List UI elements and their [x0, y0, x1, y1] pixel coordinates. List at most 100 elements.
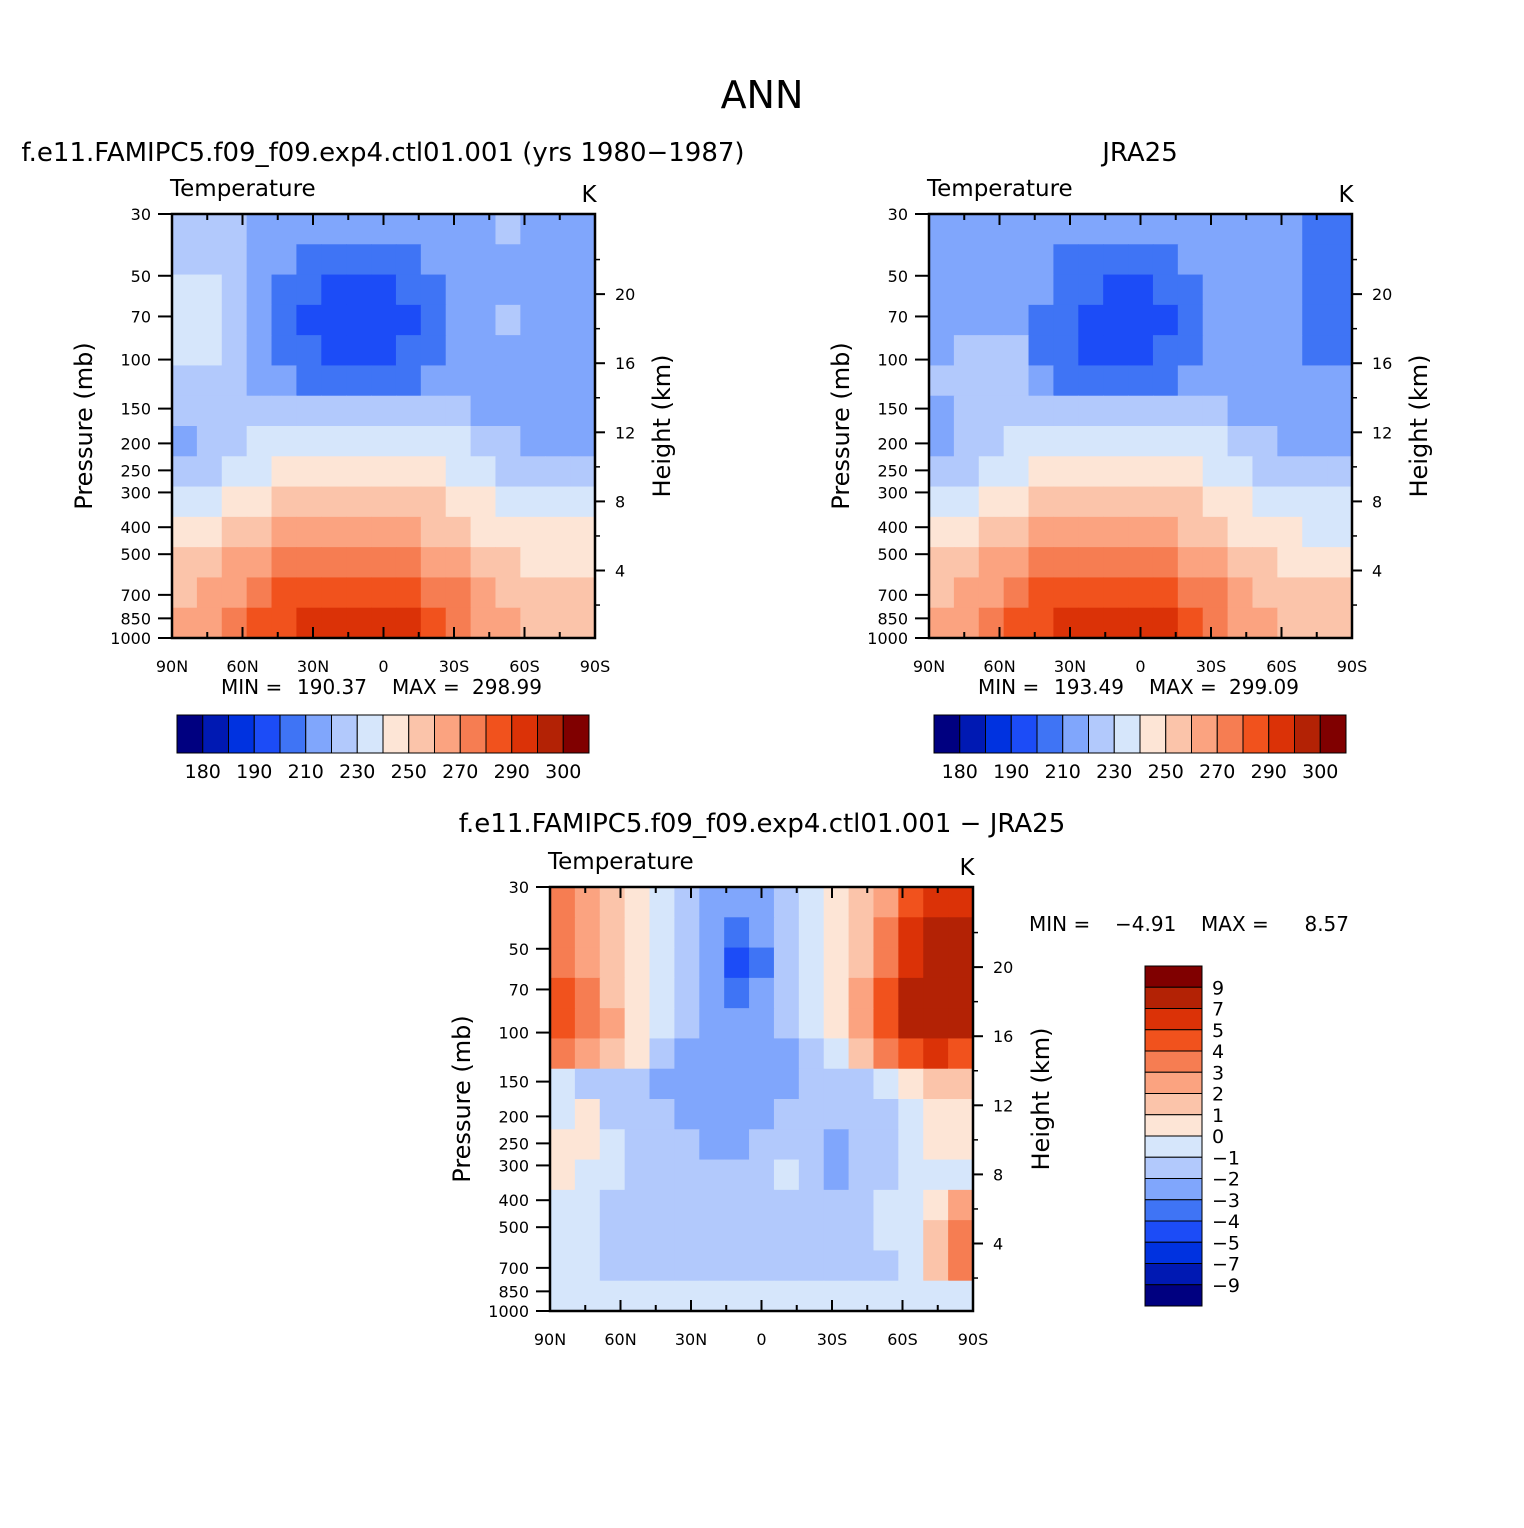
y-tick-label: 70: [131, 307, 151, 326]
contour-cell: [196, 486, 223, 518]
colorbar: 180 190 210 230 250 270 290 300: [933, 714, 1347, 783]
contour-cell: [470, 244, 497, 276]
colorbar-swatch: [1144, 965, 1203, 988]
contour-cell: [898, 1068, 924, 1100]
contour-cell: [1128, 395, 1154, 427]
contour-cell: [978, 274, 1005, 306]
contour-cell: [550, 1280, 576, 1312]
contour-cell: [1302, 365, 1328, 397]
contour-cell: [1003, 547, 1030, 579]
contour-cell: [1053, 365, 1079, 397]
contour-cell: [445, 486, 472, 518]
contour-cell: [1003, 274, 1030, 306]
contour-cell: [296, 335, 322, 367]
contour-cell: [221, 304, 248, 336]
contour-cell: [321, 426, 347, 457]
contour-cell: [1103, 365, 1129, 397]
contour-cell: [953, 304, 980, 336]
y-tick-label: 70: [509, 980, 529, 999]
y-tick-label: 400: [498, 1191, 529, 1210]
contour-cell: [1327, 244, 1353, 276]
contour-cell: [798, 1099, 825, 1130]
contour-cell: [296, 304, 322, 336]
contour-cell: [649, 1159, 676, 1191]
contour-cell: [246, 426, 273, 457]
contour-cell: [624, 1068, 651, 1100]
contour-cell: [1202, 426, 1229, 457]
contour-cell: [545, 516, 571, 548]
contour-cell: [724, 887, 750, 918]
y-tick-label: 150: [120, 400, 151, 419]
y-tick-label: 1000: [488, 1302, 529, 1321]
units-label: K: [959, 855, 975, 881]
contour-cell: [1028, 607, 1055, 639]
contour-cell: [1277, 335, 1303, 367]
contour-cell: [321, 577, 347, 609]
contour-cell: [172, 516, 198, 548]
contour-cell: [948, 1189, 974, 1221]
contour-cell: [1103, 244, 1129, 276]
contour-cell: [798, 887, 825, 918]
contour-cell: [923, 1189, 949, 1221]
contour-cell: [1053, 456, 1079, 488]
contour-cell: [674, 1189, 700, 1221]
y-tick-label: 200: [877, 434, 908, 453]
units-label: K: [1338, 182, 1354, 208]
contour-cell: [495, 395, 521, 427]
contour-cell: [848, 1280, 875, 1312]
contour-cell: [574, 977, 601, 1009]
max-label: MAX =: [1201, 912, 1269, 936]
contour-cell: [823, 1008, 850, 1040]
min-label: MIN =: [978, 675, 1039, 699]
contour-cell: [371, 274, 397, 306]
contour-cell: [624, 977, 651, 1009]
contour-cell: [1202, 486, 1229, 518]
contour-cell: [674, 1099, 700, 1130]
colorbar-label: 300: [1302, 761, 1338, 783]
contour-cell: [246, 547, 273, 579]
contour-cell: [773, 1129, 800, 1161]
contour-cell: [798, 977, 825, 1009]
contour-cell: [246, 516, 273, 548]
y-tick-label: 100: [877, 351, 908, 370]
contour-cell: [978, 395, 1005, 427]
contour-cell: [749, 1008, 775, 1040]
colorbar-swatch: [1165, 714, 1192, 754]
contour-cell: [550, 1038, 576, 1070]
contour-cell: [246, 244, 273, 276]
min-value: 193.49: [1054, 675, 1124, 699]
contour-cell: [873, 1220, 899, 1252]
contour-cell: [978, 335, 1005, 367]
contour-cell: [321, 214, 347, 245]
contour-cell: [929, 516, 955, 548]
colorbar-swatch: [1088, 714, 1115, 754]
y-tick-label: 1000: [110, 629, 151, 648]
contour-cell: [1003, 244, 1030, 276]
contour-cell: [599, 917, 626, 949]
contour-cell: [948, 917, 974, 949]
y-right-tick-label: 12: [993, 1096, 1013, 1115]
colorbar-label: 0: [1212, 1126, 1224, 1148]
contour-cell: [470, 365, 497, 397]
contour-cell: [649, 1129, 676, 1161]
contour-cell: [371, 516, 397, 548]
y-right-tick-label: 8: [993, 1165, 1003, 1184]
contour-cell: [470, 516, 497, 548]
contour-cell: [196, 335, 223, 367]
contour-cell: [420, 426, 447, 457]
contour-cell: [1078, 547, 1104, 579]
contour-cell: [1003, 304, 1030, 336]
contour-cell: [445, 607, 472, 639]
contour-cell: [1277, 244, 1303, 276]
contour-cell: [520, 426, 546, 457]
contour-cell: [1152, 486, 1179, 518]
y-right-tick-label: 16: [1372, 354, 1392, 373]
contour-cell: [699, 1280, 725, 1312]
contour-cell: [296, 365, 322, 397]
contour-cell: [1128, 486, 1154, 518]
contour-cell: [395, 395, 422, 427]
contour-cell: [898, 917, 924, 949]
min-label: MIN =: [221, 675, 282, 699]
contour-cell: [929, 214, 955, 245]
contour-cell: [550, 1008, 576, 1040]
